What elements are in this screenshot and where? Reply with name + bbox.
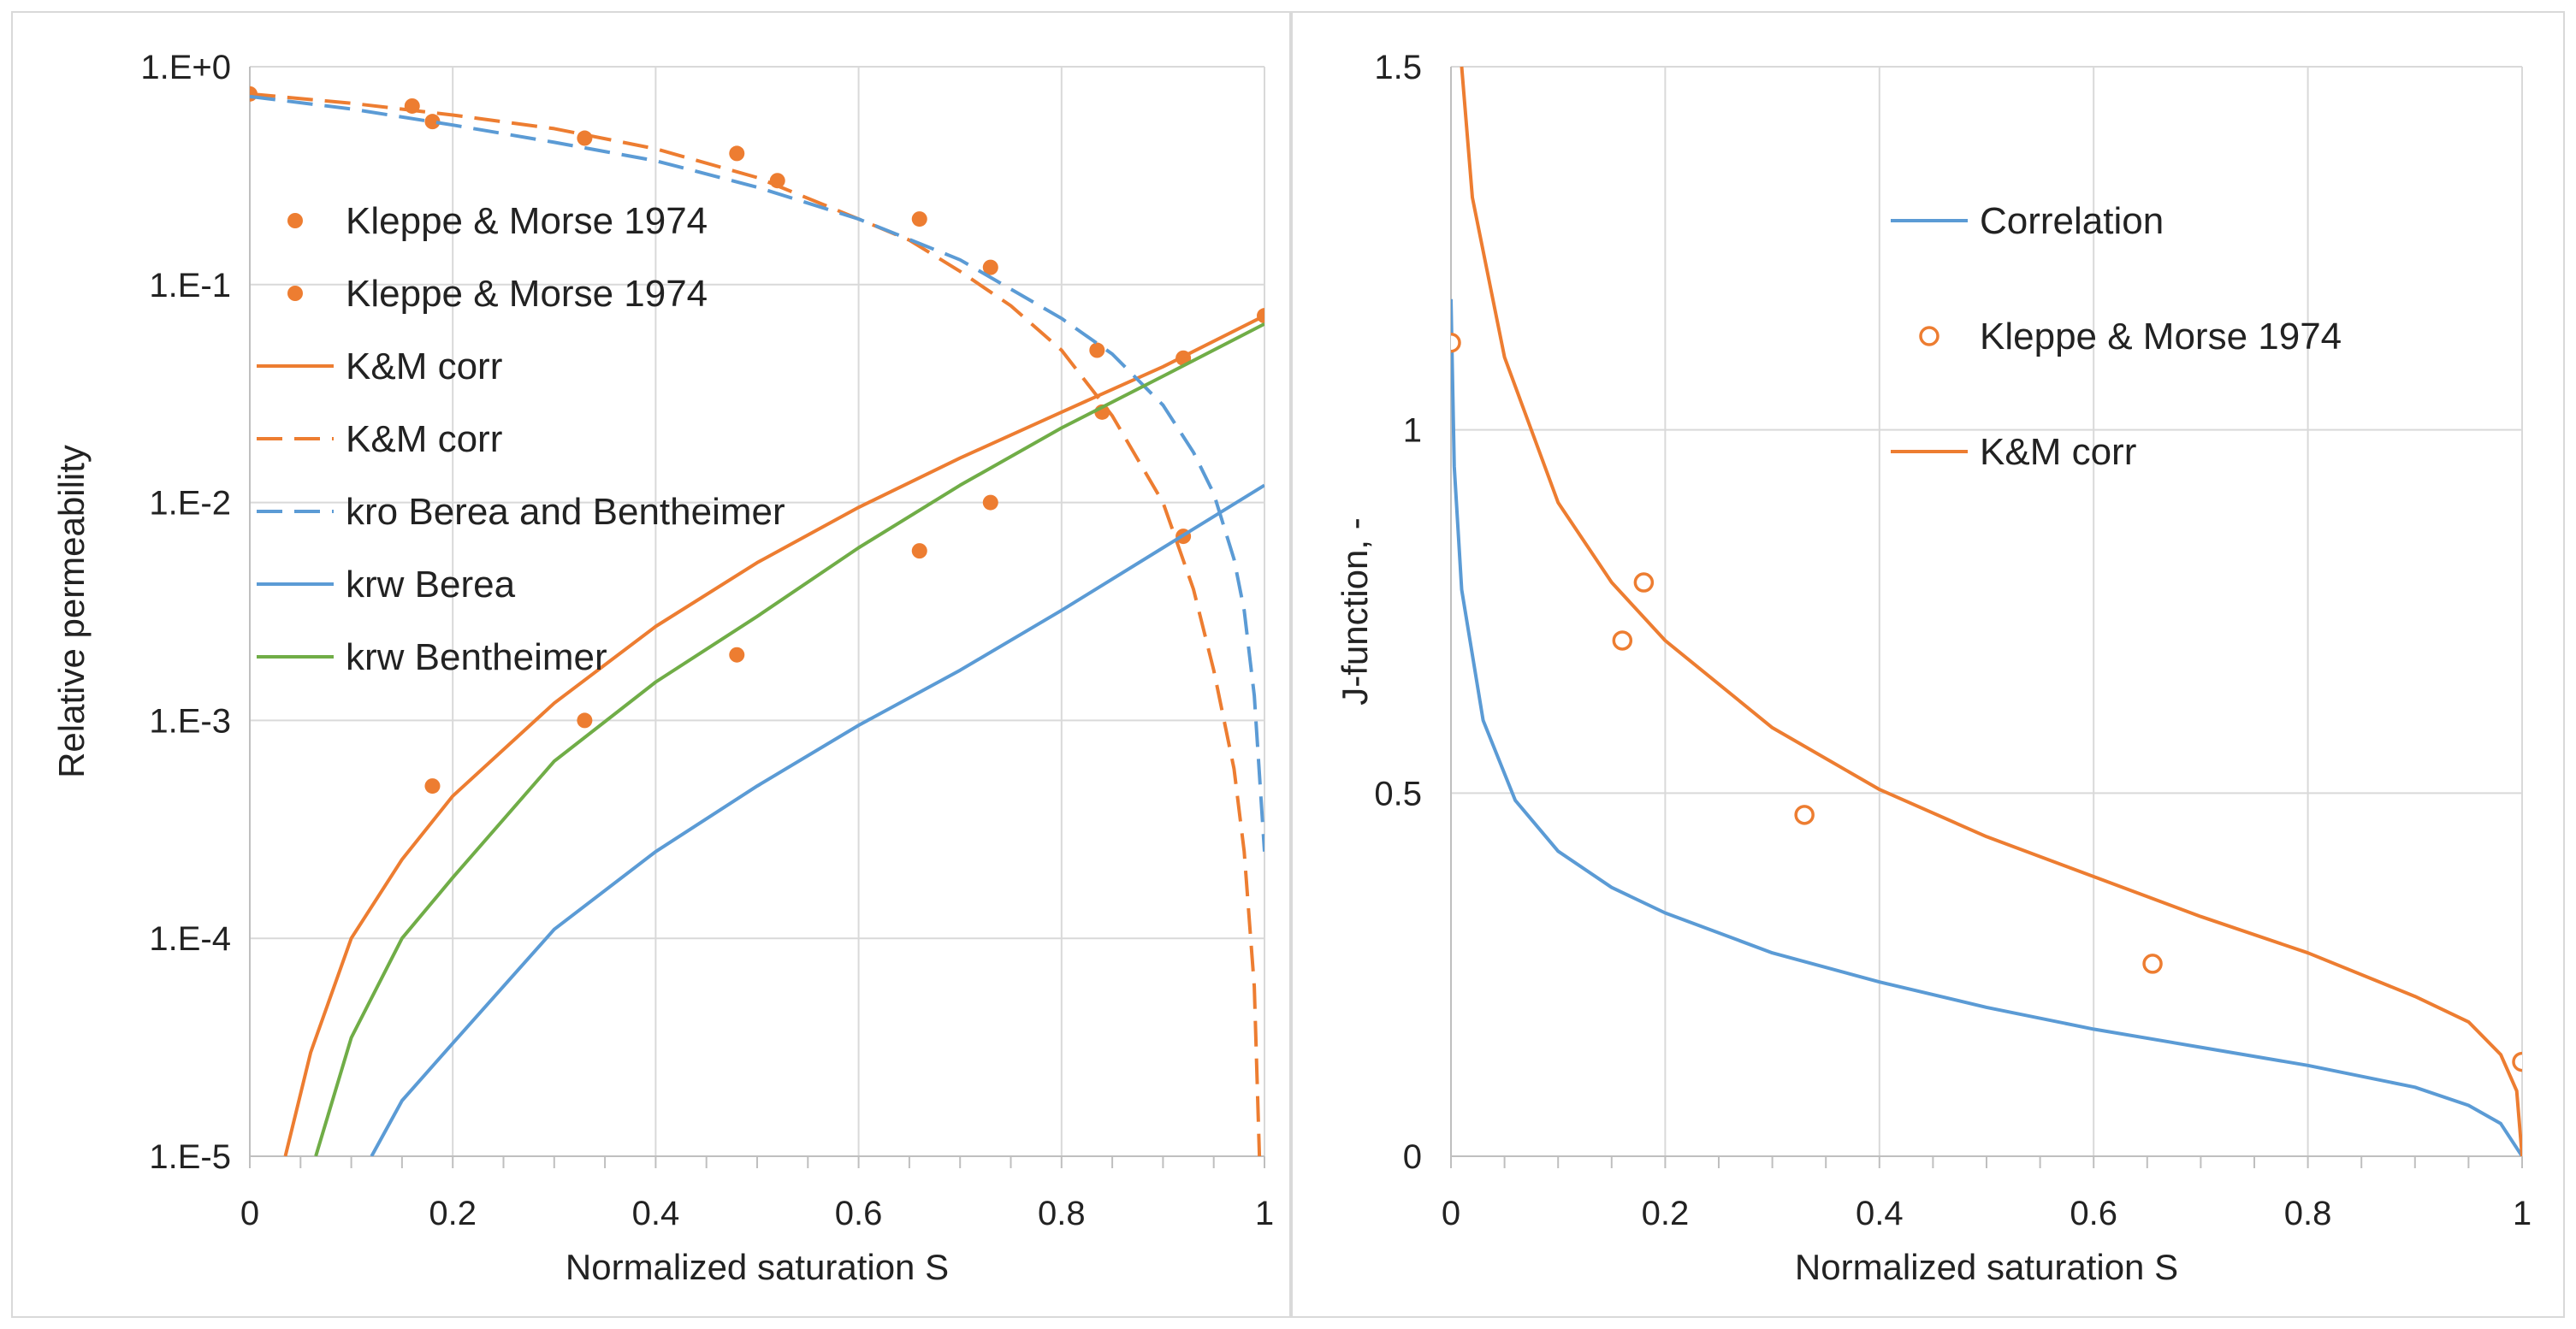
left-legend-item: krw Bentheimer — [257, 636, 607, 678]
right-series-correlation-0-line — [1451, 298, 2522, 1156]
left-legend-label: K&M corr — [346, 346, 502, 387]
left-series-kleppe-morse-1974-0-point — [1089, 342, 1105, 358]
right-x-tick-label: 0.6 — [2070, 1195, 2117, 1232]
right-legend-label: K&M corr — [1980, 431, 2136, 473]
left-series-kleppe-morse-1974-0-point — [577, 130, 593, 146]
left-legend-item: Kleppe & Morse 1974 — [287, 200, 708, 242]
right-legend-swatch — [1919, 326, 1939, 346]
right-series-kleppe-morse-1974-1-point — [2142, 954, 2163, 974]
right-series-kleppe-morse-1974-1-point — [1794, 805, 1815, 825]
right-legend: Correlation Kleppe & Morse 1974 K&M corr — [1891, 200, 2342, 473]
left-series-kleppe-morse-1974-1-point — [424, 778, 441, 794]
right-legend-item: Correlation — [1891, 200, 2164, 242]
left-x-tick-label: 0.2 — [429, 1195, 477, 1232]
left-legend-label: Kleppe & Morse 1974 — [346, 200, 708, 242]
left-series-kleppe-morse-1974-0-point — [424, 114, 441, 130]
right-legend-label: Kleppe & Morse 1974 — [1980, 316, 2342, 357]
left-y-tick-label: 1.E-3 — [149, 702, 231, 740]
left-y-tick-label: 1.E-1 — [149, 267, 231, 304]
left-panel-frame — [11, 11, 1291, 1318]
left-series-kleppe-morse-1974-0-point — [729, 145, 745, 162]
left-x-tick-label: 1 — [1255, 1195, 1274, 1232]
left-legend-label: kro Berea and Bentheimer — [346, 491, 785, 533]
right-chart: 0 0.2 0.4 0.6 0.8 1 0 0.5 1 1.5 Normalized saturat… — [1335, 49, 2532, 1287]
left-series-kleppe-morse-1974-1-point — [729, 647, 745, 663]
left-x-tick-label: 0 — [240, 1195, 259, 1232]
left-plot-area — [250, 86, 1264, 1156]
left-series-k-m-corr-2-line — [283, 314, 1264, 1156]
right-series-kleppe-morse-1974-1-point — [1633, 572, 1655, 593]
left-series-kleppe-morse-1974-1-point — [577, 712, 593, 729]
right-panel-frame — [1291, 11, 2565, 1318]
left-legend-swatch — [287, 213, 303, 228]
right-legend-label: Correlation — [1980, 200, 2164, 242]
left-legend-label: krw Berea — [346, 564, 516, 605]
left-legend-swatch — [287, 286, 303, 301]
right-series-k-m-corr-2-line — [1460, 66, 2522, 1156]
left-series-kro-berea-and-bentheimer-4-line — [250, 94, 1264, 852]
left-series-kleppe-morse-1974-1-point — [982, 494, 998, 511]
right-x-tick-label: 0.2 — [1642, 1195, 1690, 1232]
left-series-kleppe-morse-1974-0-point — [911, 211, 927, 227]
right-y-tick-label: 1 — [1403, 412, 1422, 450]
left-legend-item: krw Berea — [257, 564, 516, 605]
left-legend-item: Kleppe & Morse 1974 — [287, 273, 708, 315]
left-legend-item: kro Berea and Bentheimer — [257, 491, 785, 533]
left-series-k-m-corr-3-line — [250, 92, 1262, 1156]
right-x-tick-label: 1 — [2513, 1195, 2532, 1232]
left-x-tick-label: 0.4 — [632, 1195, 680, 1232]
left-legend-label: krw Bentheimer — [346, 636, 607, 678]
left-x-axis-title: Normalized saturation S — [566, 1247, 949, 1287]
left-legend: Kleppe & Morse 1974 Kleppe & Morse 1974 K&… — [257, 200, 785, 678]
left-y-axis-title: Relative permeability — [51, 445, 92, 778]
left-x-tick-label: 0.8 — [1038, 1195, 1086, 1232]
right-y-tick-label: 0 — [1403, 1138, 1422, 1176]
left-y-tick-label: 1.E-2 — [149, 485, 231, 523]
left-x-tick-label: 0.6 — [835, 1195, 883, 1232]
left-legend-item: K&M corr — [257, 418, 502, 460]
left-y-tick-label: 1.E-5 — [149, 1138, 231, 1176]
right-legend-item: K&M corr — [1891, 431, 2136, 473]
left-legend-label: K&M corr — [346, 418, 502, 460]
left-series-krw-berea-5-line — [370, 483, 1264, 1156]
right-series-kleppe-morse-1974-1-point — [1451, 332, 1461, 353]
left-series-kleppe-morse-1974-0-point — [982, 259, 998, 275]
left-y-tick-label: 1.E+0 — [140, 49, 231, 86]
right-y-tick-label: 1.5 — [1374, 49, 1422, 86]
left-chart: 0 0.2 0.4 0.6 0.8 1 1.E-5 1.E-4 1.E-3 1.E-2 1.E-1 1… — [51, 49, 1274, 1287]
left-y-tick-label: 1.E-4 — [149, 920, 231, 958]
right-y-axis-title: J-function, - — [1335, 517, 1375, 705]
left-series-krw-bentheimer-6-line — [314, 322, 1264, 1156]
right-x-tick-label: 0.8 — [2284, 1195, 2332, 1232]
right-series-kleppe-morse-1974-1-point — [2512, 1051, 2522, 1072]
right-y-tick-label: 0.5 — [1374, 775, 1422, 812]
right-series-kleppe-morse-1974-1-point — [1612, 630, 1633, 651]
left-legend-item: K&M corr — [257, 346, 502, 387]
right-legend-item: Kleppe & Morse 1974 — [1919, 316, 2342, 357]
left-series-kleppe-morse-1974-1-point — [911, 543, 927, 559]
right-x-tick-label: 0.4 — [1856, 1195, 1904, 1232]
right-plot-area — [1451, 66, 2522, 1156]
right-x-axis-title: Normalized saturation S — [1795, 1247, 2178, 1287]
left-legend-label: Kleppe & Morse 1974 — [346, 273, 708, 315]
right-x-tick-label: 0 — [1442, 1195, 1460, 1232]
